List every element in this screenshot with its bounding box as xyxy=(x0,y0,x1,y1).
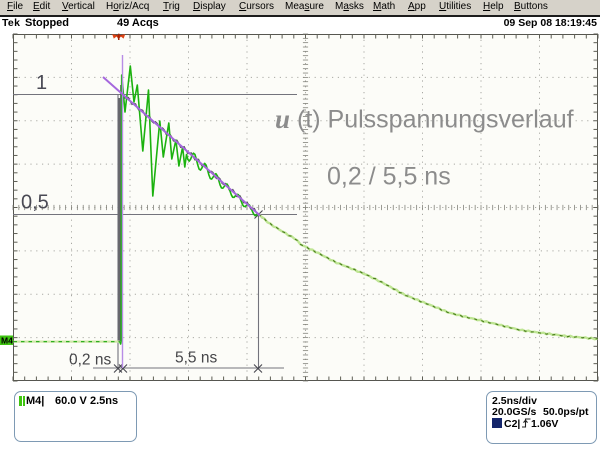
svg-text:0,5: 0,5 xyxy=(21,192,49,214)
svg-text:1: 1 xyxy=(36,72,47,94)
svg-text:0,2 ns: 0,2 ns xyxy=(69,352,111,369)
svg-text:5,5 ns: 5,5 ns xyxy=(175,350,217,367)
svg-text:M4: M4 xyxy=(1,336,13,346)
svg-text:0,2 / 5,5 ns: 0,2 / 5,5 ns xyxy=(327,163,451,191)
svg-text:(t) Pulsspannungsverlauf: (t) Pulsspannungsverlauf xyxy=(297,106,574,134)
svg-text:u: u xyxy=(275,104,290,134)
